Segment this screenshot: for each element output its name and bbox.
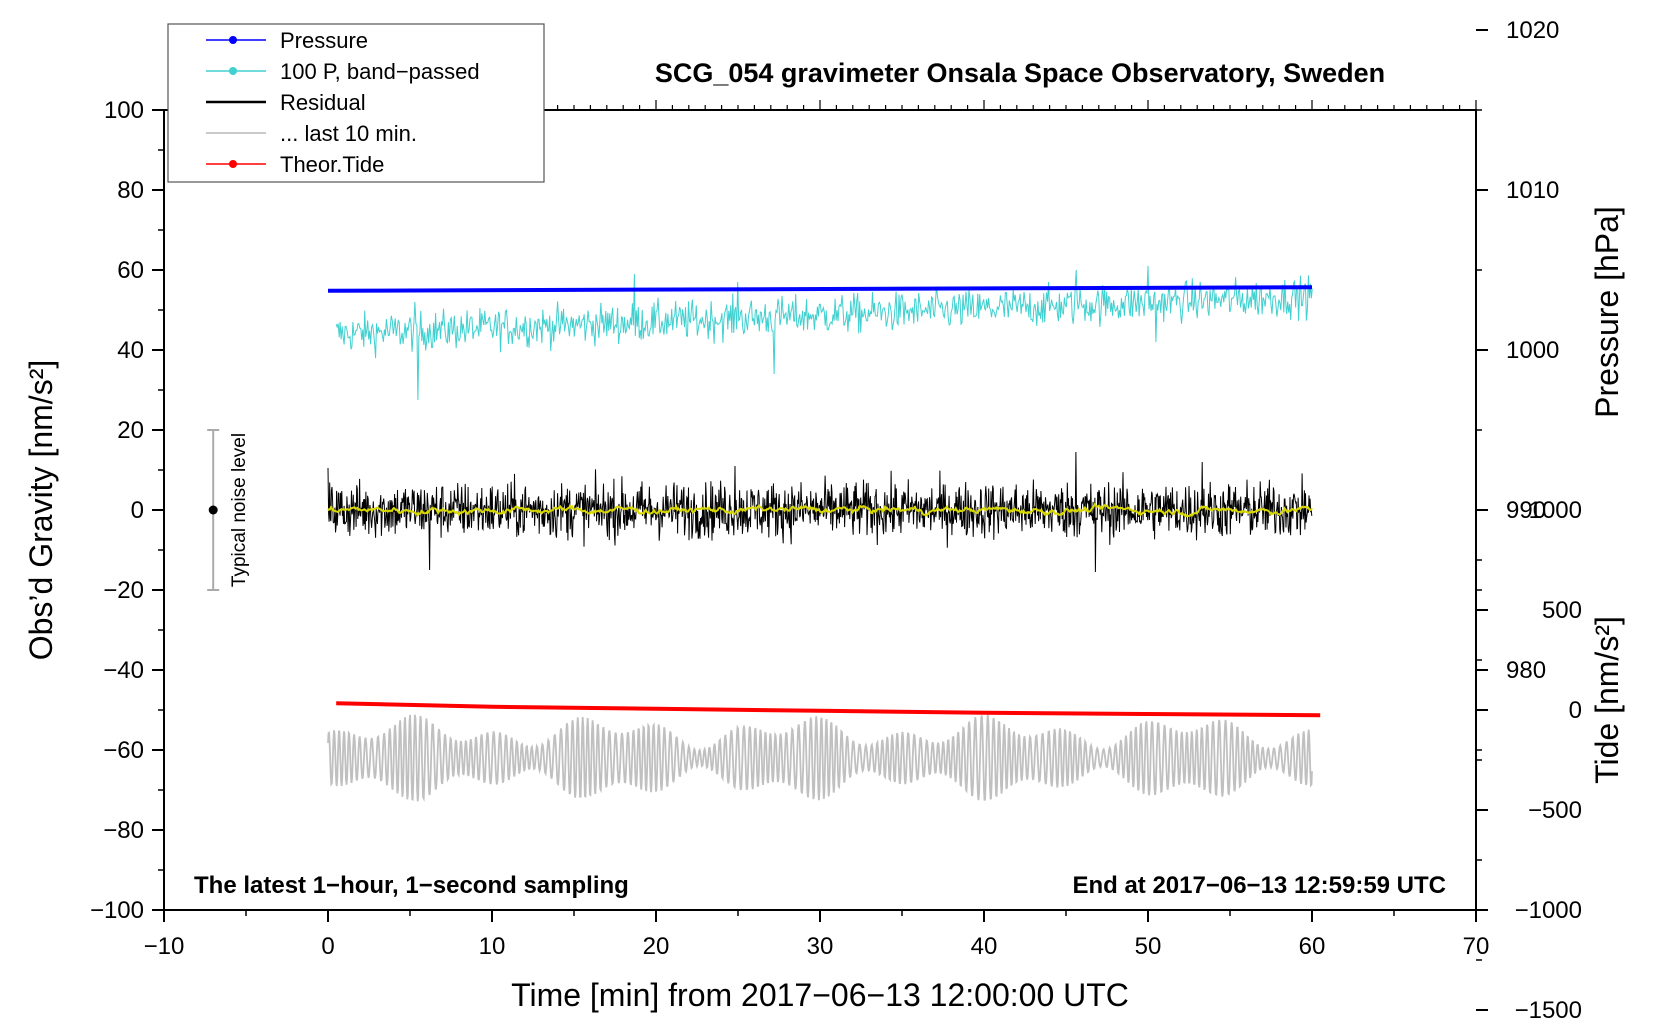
tide-tick-label: 0 [1569,697,1582,724]
x-tick-label: 40 [971,933,998,960]
legend: Pressure 100 P, band−passed Residual ... la… [167,23,545,183]
noise-bar-center-dot [208,505,218,515]
chart-title: SCG_054 gravimeter Onsala Space Observat… [655,58,1385,88]
x-tick-label: −10 [144,933,185,960]
legend-label: Residual [280,90,366,115]
series-residual-smoothed [327,502,1313,518]
x-tick-label: 60 [1299,933,1326,960]
x-tick-label: 0 [321,933,334,960]
x-tick-label: 30 [807,933,834,960]
y-tick-label: 40 [117,337,144,364]
legend-marker-dot [229,160,237,168]
legend-label: 100 P, band−passed [280,59,480,84]
x-tick-label: 20 [643,933,670,960]
x-tick-label: 10 [479,933,506,960]
y-tick-label: 20 [117,417,144,444]
y-tick-label: −40 [103,657,144,684]
y-tick-label: 0 [131,497,144,524]
series-residual [327,451,1313,573]
legend-label: Theor.Tide [280,152,384,177]
tide-tick-label: −1500 [1515,997,1582,1020]
pressure-tick-label: 1020 [1506,17,1559,44]
series-pressure-bandpassed [335,265,1313,401]
legend-marker-dot [229,67,237,75]
legend-label: ... last 10 min. [280,121,417,146]
axis-ticks: −10 0 10 20 30 40 50 60 70−100−80−60−40−20020406… [90,17,1582,1020]
noise-level-indicator: Typical noise level [207,429,250,591]
pressure-tick-label: 1000 [1506,337,1559,364]
series-pressure [327,285,1313,293]
series-theor-tide [336,701,1321,718]
y-tick-label: 60 [117,257,144,284]
plot-content [327,265,1321,802]
tide-tick-label: 1000 [1529,497,1582,524]
tide-tick-label: −500 [1528,797,1582,824]
corner-label-left: The latest 1−hour, 1−second sampling [194,872,629,899]
x-axis-title: Time [min] from 2017−06−13 12:00:00 UTC [511,977,1129,1013]
y-tick-label: −20 [103,577,144,604]
tide-tick-label: 500 [1542,597,1582,624]
tide-tick-label: −1000 [1515,897,1582,924]
series-gray-oscillation [327,714,1313,802]
y-axis-title-tide: Tide [nm/s²] [1589,616,1625,784]
noise-level-label: Typical noise level [229,433,250,587]
pressure-tick-label: 1010 [1506,177,1559,204]
y-tick-label: −100 [90,897,144,924]
legend-label: Pressure [280,28,368,53]
y-axis-title-pressure: Pressure [hPa] [1589,206,1625,418]
x-tick-label: 70 [1463,933,1490,960]
y-axis-title-left: Obs’d Gravity [nm/s²] [23,360,59,661]
pressure-tick-label: 980 [1506,657,1546,684]
y-tick-label: −60 [103,737,144,764]
pressure-tick-label: 990 [1506,497,1546,524]
legend-marker-dot [229,36,237,44]
y-tick-label: −80 [103,817,144,844]
corner-label-right: End at 2017−06−13 12:59:59 UTC [1072,872,1446,899]
x-tick-label: 50 [1135,933,1162,960]
y-tick-label: 80 [117,177,144,204]
y-tick-label: 100 [104,97,144,124]
